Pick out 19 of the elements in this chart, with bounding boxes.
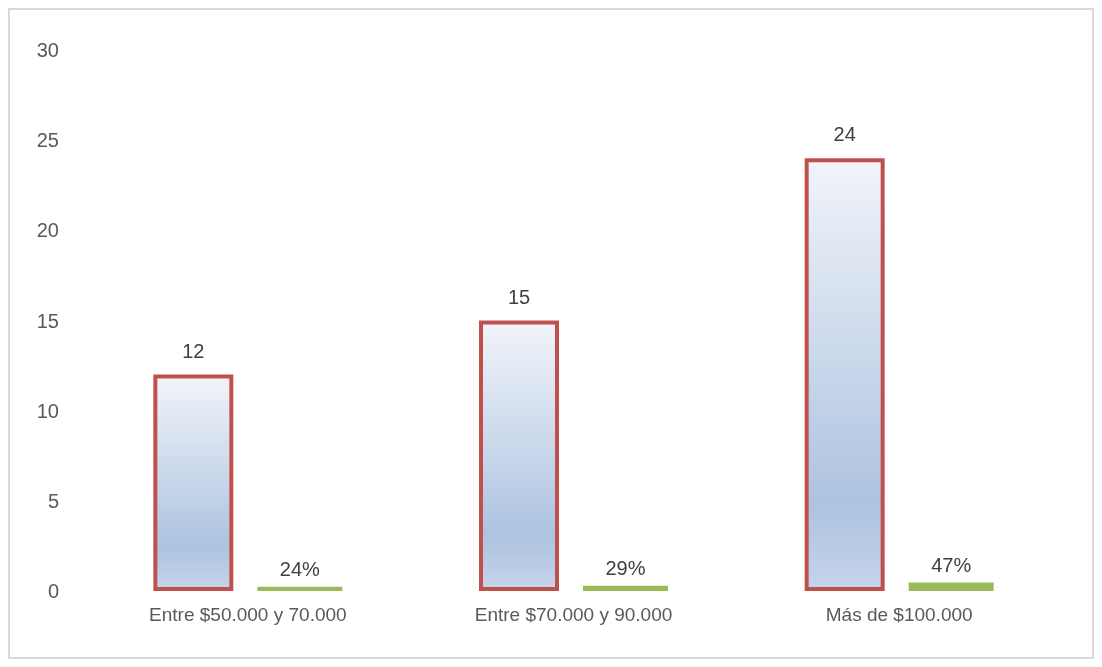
data-label: 29% (605, 556, 646, 579)
bar (257, 586, 343, 591)
y-tick-label: 10 (36, 399, 59, 422)
x-tick-label: Entre $50.000 y 70.000 (149, 604, 347, 625)
y-tick-label: 0 (47, 580, 59, 602)
y-tick-label: 5 (47, 489, 59, 512)
data-label: 47% (931, 553, 972, 576)
data-label: 24 (833, 123, 856, 146)
bar (908, 582, 994, 591)
y-tick-label: 15 (36, 309, 59, 332)
y-tick-label: 20 (36, 219, 59, 242)
y-tick-label: 25 (36, 129, 59, 152)
data-label: 15 (507, 285, 531, 308)
x-tick-label: Más de $100.000 (825, 604, 973, 625)
y-tick-label: 30 (36, 39, 59, 61)
data-label: 12 (182, 339, 205, 362)
x-tick-label: Entre $70.000 y 90.000 (474, 604, 673, 625)
bar (583, 585, 668, 591)
data-label: 24% (279, 557, 321, 580)
